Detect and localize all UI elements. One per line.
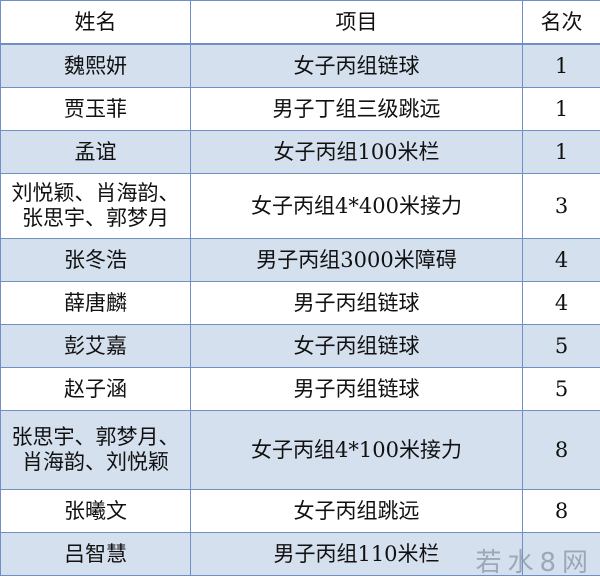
cell-name: 张曦文 [0, 489, 191, 533]
cell-name: 薛唐麟 [0, 281, 191, 325]
cell-name: 彭艾嘉 [0, 324, 191, 368]
table-row: 刘悦颖、肖海韵、 张思宇、郭梦月 女子丙组4*400米接力 3 [0, 173, 600, 239]
table-row: 彭艾嘉 女子丙组链球 5 [0, 324, 600, 368]
header-rank: 名次 [522, 0, 600, 45]
cell-rank [522, 532, 600, 576]
cell-name: 孟谊 [0, 130, 191, 174]
cell-rank: 1 [522, 87, 600, 131]
table-row: 吕智慧 男子丙组110米栏 [0, 532, 600, 576]
cell-event: 女子丙组100米栏 [190, 130, 523, 174]
cell-rank: 1 [522, 130, 600, 174]
cell-rank: 8 [522, 410, 600, 490]
cell-name: 张冬浩 [0, 238, 191, 282]
cell-rank: 4 [522, 238, 600, 282]
cell-name: 魏熙妍 [0, 43, 191, 88]
cell-rank: 5 [522, 324, 600, 368]
table-row: 张思宇、郭梦月、 肖海韵、刘悦颖 女子丙组4*100米接力 8 [0, 410, 600, 490]
cell-event: 男子丙组110米栏 [190, 532, 523, 576]
table-row: 孟谊 女子丙组100米栏 1 [0, 130, 600, 174]
header-event: 项目 [190, 0, 523, 45]
watermark-logo: 若水8网 [475, 548, 594, 578]
cell-name: 刘悦颖、肖海韵、 张思宇、郭梦月 [0, 173, 191, 239]
cell-name: 赵子涵 [0, 367, 191, 411]
cell-event: 男子丙组3000米障碍 [190, 238, 523, 282]
cell-rank: 8 [522, 489, 600, 533]
cell-event: 女子丙组链球 [190, 324, 523, 368]
cell-name: 张思宇、郭梦月、 肖海韵、刘悦颖 [0, 410, 191, 490]
header-name: 姓名 [0, 0, 191, 45]
table-row: 张曦文 女子丙组跳远 8 [0, 489, 600, 533]
cell-name: 贾玉菲 [0, 87, 191, 131]
cell-event: 女子丙组4*400米接力 [190, 173, 523, 239]
cell-event: 男子丙组链球 [190, 367, 523, 411]
cell-rank: 3 [522, 173, 600, 239]
table-row: 贾玉菲 男子丁组三级跳远 1 [0, 87, 600, 131]
cell-name: 吕智慧 [0, 532, 191, 576]
table-row: 张冬浩 男子丙组3000米障碍 4 [0, 238, 600, 282]
cell-rank: 4 [522, 281, 600, 325]
cell-event: 女子丙组跳远 [190, 489, 523, 533]
cell-event: 女子丙组链球 [190, 43, 523, 88]
table-row: 赵子涵 男子丙组链球 5 [0, 367, 600, 411]
table-row: 薛唐麟 男子丙组链球 4 [0, 281, 600, 325]
table-row: 魏熙妍 女子丙组链球 1 [0, 43, 600, 88]
cell-event: 男子丁组三级跳远 [190, 87, 523, 131]
cell-event: 女子丙组4*100米接力 [190, 410, 523, 490]
cell-rank: 1 [522, 43, 600, 88]
cell-event: 男子丙组链球 [190, 281, 523, 325]
cell-rank: 5 [522, 367, 600, 411]
header-row: 姓名 项目 名次 [0, 0, 600, 45]
